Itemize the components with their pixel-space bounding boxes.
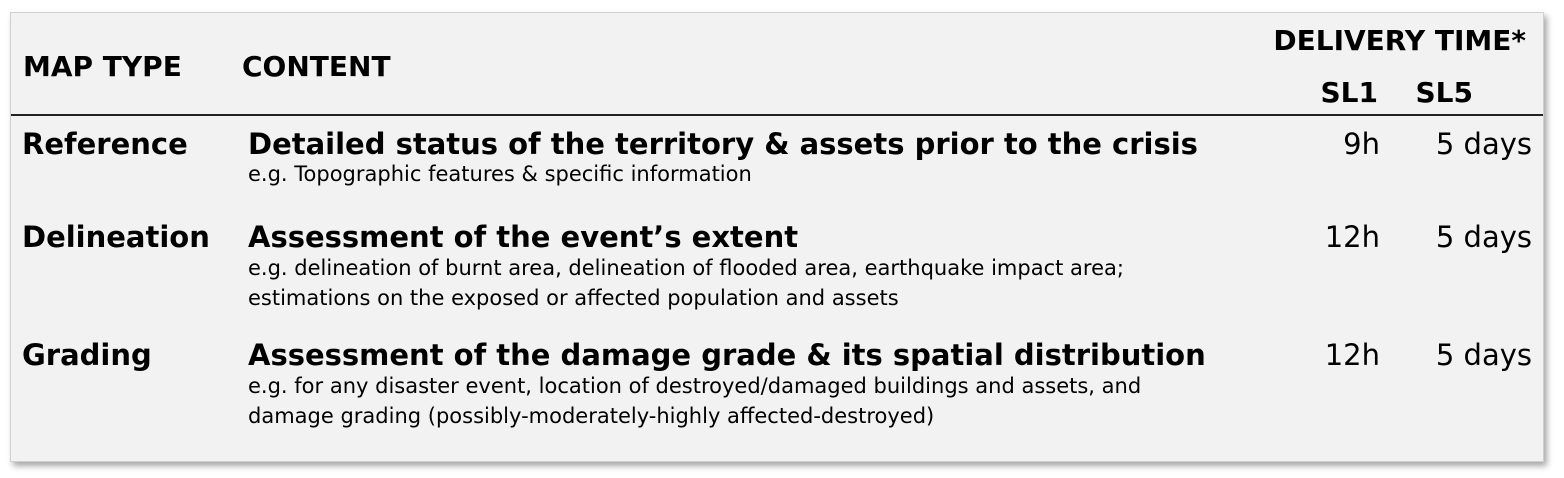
row-delineation-sl5: 5 days <box>1435 220 1532 254</box>
row-reference-sl5: 5 days <box>1435 127 1532 161</box>
row-delineation-sl1: 12h <box>1324 220 1380 254</box>
row-delineation-title: Assessment of the event’s extent <box>248 220 799 254</box>
header-map-type: MAP TYPE <box>23 50 182 83</box>
row-delineation-description: e.g. delineation of burnt area, delineat… <box>248 256 1124 310</box>
row-reference-sl1: 9h <box>1343 127 1380 161</box>
header-sl1: SL1 <box>1320 76 1379 109</box>
header-content: CONTENT <box>242 50 391 83</box>
row-reference-type: Reference <box>22 127 188 161</box>
row-reference-title: Detailed status of the territory & asset… <box>248 127 1198 161</box>
header-divider <box>11 114 1543 116</box>
row-grading-sl5: 5 days <box>1435 338 1532 372</box>
header-delivery-time: DELIVERY TIME* <box>1273 24 1526 57</box>
delivery-table-panel: MAP TYPE CONTENT DELIVERY TIME* SL1 SL5 … <box>10 12 1544 462</box>
header-sl5: SL5 <box>1415 76 1474 109</box>
row-grading-title: Assessment of the damage grade & its spa… <box>248 338 1206 372</box>
row-grading-description: e.g. for any disaster event, location of… <box>248 374 1142 428</box>
row-reference-description: e.g. Topographic features & specific inf… <box>248 162 752 186</box>
row-grading-sl1: 12h <box>1324 338 1380 372</box>
row-grading-type: Grading <box>22 338 152 372</box>
row-delineation-type: Delineation <box>22 220 210 254</box>
